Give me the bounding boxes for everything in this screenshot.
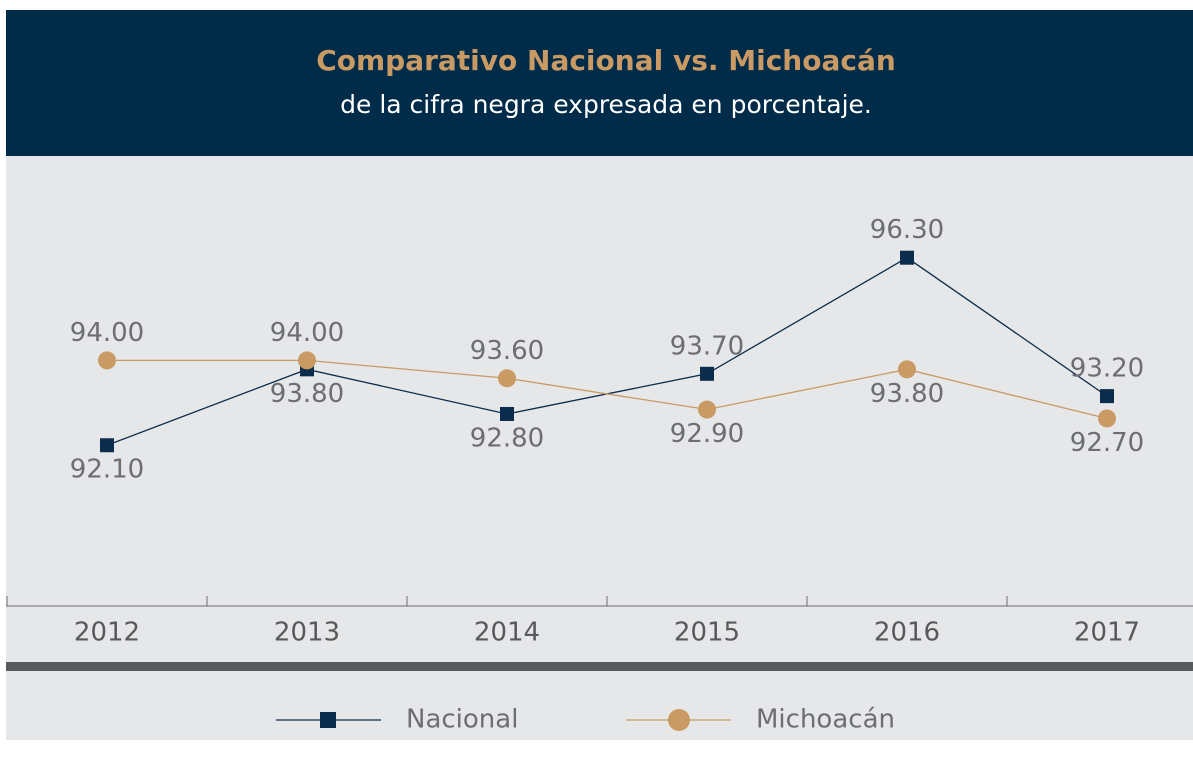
plot-background <box>6 156 1193 740</box>
data-label: 93.70 <box>670 331 744 361</box>
data-label: 93.80 <box>270 379 344 409</box>
legend-marker <box>320 712 336 728</box>
marker <box>298 351 316 370</box>
data-label: 92.80 <box>470 423 544 453</box>
x-tick-label: 2014 <box>474 618 540 648</box>
data-label: 93.80 <box>870 379 944 409</box>
legend-label: Michoacán <box>756 705 895 735</box>
x-tick-label: 2016 <box>874 618 940 648</box>
marker <box>100 438 114 453</box>
marker <box>698 400 716 419</box>
data-label: 96.30 <box>870 215 944 245</box>
marker <box>1100 389 1114 404</box>
marker <box>700 366 714 381</box>
data-label: 93.20 <box>1070 354 1144 384</box>
data-label: 92.70 <box>1070 428 1144 458</box>
data-label: 93.60 <box>470 336 544 366</box>
series-line <box>107 359 1108 420</box>
marker <box>498 369 516 388</box>
marker <box>500 406 514 421</box>
x-tick-label: 2013 <box>274 618 340 648</box>
marker <box>1098 409 1116 428</box>
x-tick-label: 2017 <box>1074 618 1140 648</box>
marker <box>898 360 916 379</box>
divider <box>6 662 1193 671</box>
x-tick-label: 2012 <box>74 618 140 648</box>
chart-title: Comparativo Nacional vs. Michoacán <box>316 44 896 77</box>
legend-label: Nacional <box>406 705 518 735</box>
data-label: 94.00 <box>70 318 144 348</box>
x-tick-label: 2015 <box>674 618 740 648</box>
marker <box>98 351 116 370</box>
legend-marker <box>668 709 690 731</box>
data-label: 94.00 <box>270 318 344 348</box>
data-label: 92.90 <box>670 419 744 449</box>
marker <box>900 250 914 265</box>
header <box>6 10 1193 156</box>
data-label: 92.10 <box>70 455 144 485</box>
chart-subtitle: de la cifra negra expresada en porcentaj… <box>340 90 872 119</box>
